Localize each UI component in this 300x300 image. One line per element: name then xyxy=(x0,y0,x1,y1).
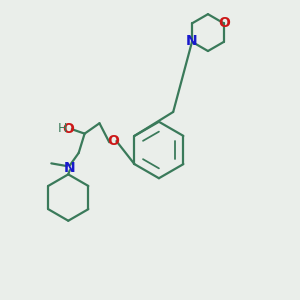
Text: N: N xyxy=(64,161,76,175)
Text: H: H xyxy=(58,122,67,135)
Text: N: N xyxy=(186,34,198,48)
Text: O: O xyxy=(219,16,230,30)
Text: O: O xyxy=(62,122,74,136)
Text: O: O xyxy=(107,134,119,148)
